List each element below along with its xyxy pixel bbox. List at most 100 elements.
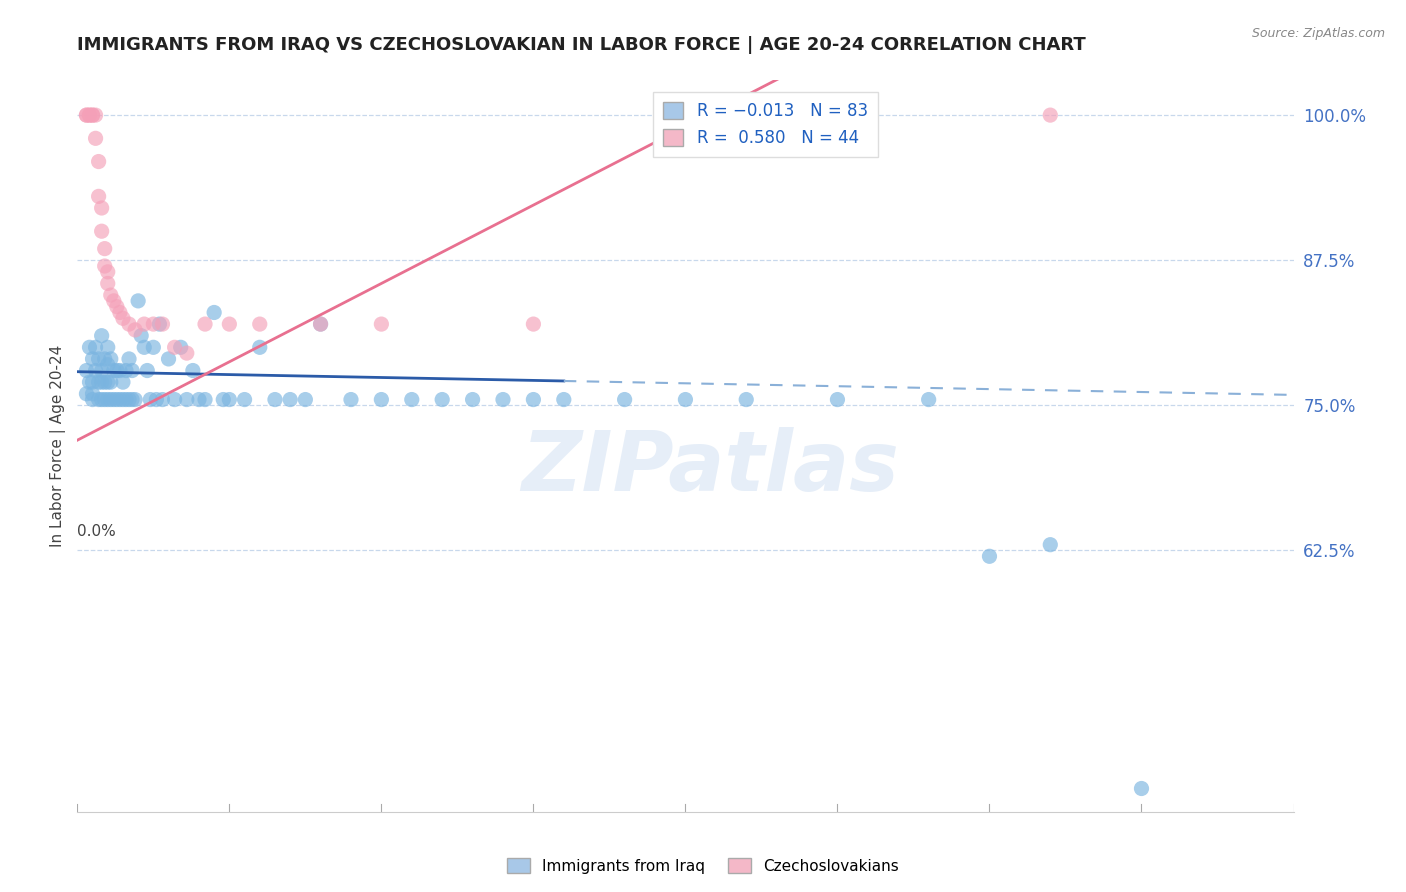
Point — [111, 311, 134, 326]
Point — [100, 288, 122, 302]
Point — [84, 363, 107, 377]
Point — [249, 317, 271, 331]
Point — [118, 392, 141, 407]
Point — [309, 317, 332, 331]
Point — [90, 375, 112, 389]
Point — [97, 265, 120, 279]
Point — [100, 351, 122, 366]
Point — [84, 340, 107, 354]
Point — [108, 392, 131, 407]
Point — [100, 375, 122, 389]
Point — [115, 363, 138, 377]
Point — [553, 392, 575, 407]
Point — [918, 392, 941, 407]
Point — [148, 317, 170, 331]
Point — [461, 392, 484, 407]
Point — [115, 392, 138, 407]
Point — [309, 317, 332, 331]
Point — [103, 363, 125, 377]
Point — [294, 392, 316, 407]
Point — [105, 300, 128, 314]
Point — [79, 375, 101, 389]
Point — [176, 392, 198, 407]
Point — [163, 340, 186, 354]
Text: IMMIGRANTS FROM IRAQ VS CZECHOSLOVAKIAN IN LABOR FORCE | AGE 20-24 CORRELATION C: IMMIGRANTS FROM IRAQ VS CZECHOSLOVAKIAN … — [77, 36, 1085, 54]
Point — [103, 293, 125, 308]
Point — [105, 392, 128, 407]
Point — [181, 363, 204, 377]
Point — [93, 259, 115, 273]
Text: ZIPatlas: ZIPatlas — [520, 427, 898, 508]
Point — [75, 108, 97, 122]
Point — [1039, 538, 1062, 552]
Point — [675, 392, 697, 407]
Point — [152, 392, 174, 407]
Point — [145, 392, 167, 407]
Legend: R = −0.013   N = 83, R =  0.580   N = 44: R = −0.013 N = 83, R = 0.580 N = 44 — [654, 92, 877, 157]
Point — [93, 242, 115, 256]
Point — [103, 392, 125, 407]
Point — [121, 363, 143, 377]
Point — [87, 154, 110, 169]
Point — [124, 392, 146, 407]
Point — [278, 392, 301, 407]
Point — [79, 108, 101, 122]
Point — [370, 317, 392, 331]
Point — [492, 392, 515, 407]
Point — [82, 392, 104, 407]
Point — [118, 351, 141, 366]
Point — [79, 108, 101, 122]
Point — [194, 317, 217, 331]
Point — [218, 392, 240, 407]
Point — [97, 375, 120, 389]
Point — [430, 392, 453, 407]
Legend: Immigrants from Iraq, Czechoslovakians: Immigrants from Iraq, Czechoslovakians — [501, 852, 905, 880]
Point — [79, 340, 101, 354]
Point — [170, 340, 193, 354]
Point — [75, 386, 97, 401]
Point — [194, 392, 217, 407]
Point — [82, 375, 104, 389]
Point — [152, 317, 174, 331]
Point — [522, 392, 544, 407]
Point — [522, 317, 544, 331]
Point — [163, 392, 186, 407]
Point — [370, 392, 392, 407]
Point — [100, 392, 122, 407]
Point — [157, 351, 180, 366]
Point — [97, 358, 120, 372]
Point — [93, 392, 115, 407]
Point — [340, 392, 363, 407]
Point — [249, 340, 271, 354]
Point — [93, 351, 115, 366]
Text: Source: ZipAtlas.com: Source: ZipAtlas.com — [1251, 27, 1385, 40]
Point — [188, 392, 211, 407]
Point — [134, 340, 156, 354]
Point — [90, 392, 112, 407]
Point — [97, 340, 120, 354]
Point — [979, 549, 1001, 564]
Point — [118, 317, 141, 331]
Point — [264, 392, 287, 407]
Point — [90, 328, 112, 343]
Point — [90, 201, 112, 215]
Point — [121, 392, 143, 407]
Point — [613, 392, 636, 407]
Point — [142, 317, 165, 331]
Point — [1130, 781, 1153, 796]
Point — [111, 392, 134, 407]
Point — [105, 363, 128, 377]
Point — [401, 392, 423, 407]
Point — [108, 305, 131, 319]
Point — [87, 351, 110, 366]
Point — [97, 277, 120, 291]
Y-axis label: In Labor Force | Age 20-24: In Labor Force | Age 20-24 — [51, 345, 66, 547]
Point — [90, 224, 112, 238]
Point — [82, 351, 104, 366]
Point — [84, 108, 107, 122]
Point — [111, 375, 134, 389]
Point — [87, 392, 110, 407]
Point — [134, 317, 156, 331]
Point — [75, 108, 97, 122]
Point — [1039, 108, 1062, 122]
